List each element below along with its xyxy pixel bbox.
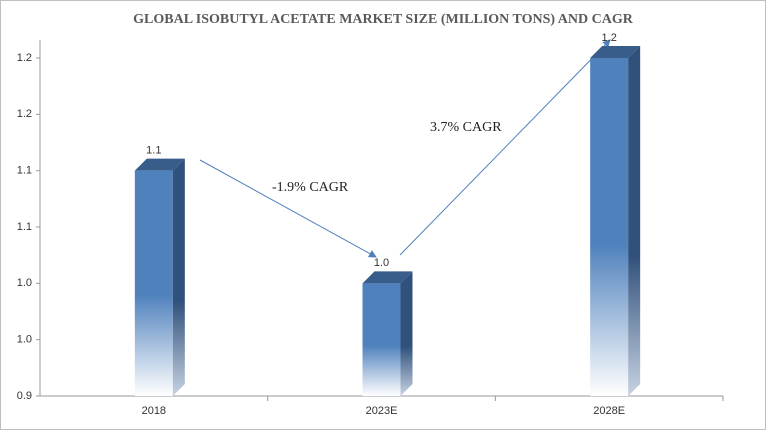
- y-tick-label: 1.1: [17, 165, 32, 177]
- bar-side: [400, 271, 413, 396]
- value-label: 1.1: [146, 145, 161, 157]
- chart-title: GLOBAL ISOBUTYL ACETATE MARKET SIZE (MIL…: [133, 12, 634, 27]
- arrow: [199, 159, 377, 258]
- y-tick-label: 1.0: [17, 277, 32, 289]
- bar: [134, 170, 173, 396]
- y-tick-label: 1.0: [17, 334, 32, 346]
- arrow: [399, 39, 611, 256]
- y-tick-label: 1.1: [17, 221, 32, 233]
- value-label: 1.0: [374, 257, 389, 269]
- y-tick-label: 0.9: [17, 390, 32, 402]
- x-tick-label: 2018: [142, 405, 166, 417]
- bar: [590, 58, 629, 396]
- annotation: -1.9% CAGR: [272, 180, 349, 195]
- bar: [362, 283, 401, 396]
- value-label: 1.2: [602, 32, 617, 44]
- bar-top: [590, 46, 641, 58]
- y-tick-label: 1.2: [17, 52, 32, 64]
- bar-side: [172, 158, 185, 396]
- bar-side: [628, 46, 641, 396]
- annotation: 3.7% CAGR: [430, 120, 502, 135]
- x-tick-label: 2023E: [366, 405, 398, 417]
- bar-top: [134, 158, 185, 171]
- x-tick-label: 2028E: [593, 405, 625, 417]
- y-tick-label: 1.2: [17, 108, 32, 120]
- bar-top: [362, 271, 413, 284]
